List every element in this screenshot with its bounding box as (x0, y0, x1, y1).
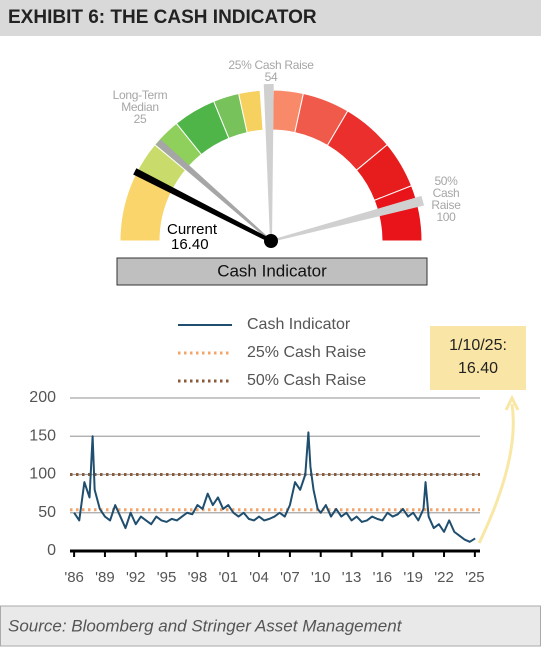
x-tick-label: '95 (157, 569, 177, 586)
marker-name: 50% Cash Raise (431, 174, 461, 212)
marker-value: 54 (264, 70, 278, 84)
needle (270, 195, 425, 242)
marker-value: 100 (436, 210, 456, 224)
current-name: Current (167, 221, 218, 238)
marker-label: 25% Cash Raise 54 (221, 59, 321, 83)
x-tick-label: '98 (188, 569, 208, 586)
legend-label: 25% Cash Raise (247, 344, 366, 361)
x-tick-label: '89 (95, 569, 115, 586)
marker-label: 50% Cash Raise 100 (426, 175, 466, 223)
source: Source: Bloomberg and Stringer Asset Man… (8, 616, 403, 635)
gauge-label: Cash Indicator (217, 261, 327, 280)
current-value: 16.40 (171, 236, 209, 253)
needle (133, 168, 272, 243)
title: EXHIBIT 6: THE CASH INDICATOR (8, 7, 317, 28)
annotation-text: 1/10/25: (449, 337, 507, 354)
annotation-box (430, 326, 526, 390)
x-tick-label: '86 (64, 569, 84, 586)
gauge-band (238, 89, 264, 134)
x-tick-label: '07 (280, 569, 300, 586)
gauge-hub (264, 234, 278, 248)
legend-label: Cash Indicator (247, 316, 351, 333)
x-tick-label: '01 (218, 569, 238, 586)
annotation-arrow (477, 403, 515, 544)
x-tick-label: '22 (434, 569, 454, 586)
header-bar (0, 0, 541, 36)
y-tick-label: 50 (38, 504, 56, 521)
marker-name: Long-Term Median (112, 88, 168, 114)
annotation-value: 16.40 (458, 360, 498, 377)
marker-name: 25% Cash Raise (228, 58, 314, 72)
needle (263, 83, 274, 242)
y-tick-label: 100 (29, 466, 56, 483)
x-tick-label: '04 (249, 569, 269, 586)
x-tick-label: '16 (373, 569, 393, 586)
gauge-label-bar (116, 257, 428, 286)
marker-value: 25 (133, 112, 147, 126)
needle (155, 139, 272, 242)
x-tick-label: '19 (403, 569, 423, 586)
x-tick-label: '10 (311, 569, 331, 586)
x-tick-label: '92 (126, 569, 146, 586)
legend-label: 50% Cash Raise (247, 372, 366, 389)
footer-bar (0, 605, 541, 647)
marker-label: Long-Term Median 25 (104, 89, 176, 125)
y-tick-label: 150 (29, 427, 56, 444)
x-tick-label: '13 (342, 569, 362, 586)
y-tick-label: 200 (29, 389, 56, 406)
y-tick-label: 0 (47, 542, 56, 559)
annotation-arrowhead (504, 394, 520, 411)
x-tick-label: '25 (465, 569, 485, 586)
series-line (73, 431, 476, 543)
